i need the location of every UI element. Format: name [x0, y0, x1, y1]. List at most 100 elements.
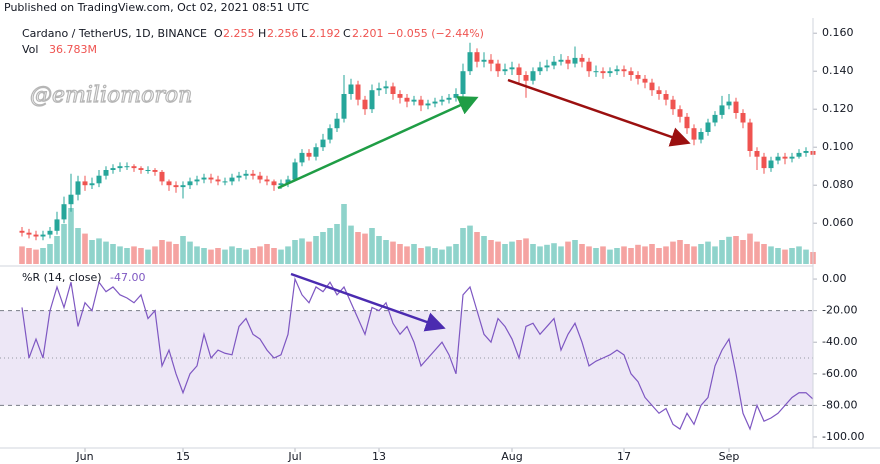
candle-body [89, 183, 95, 186]
volume-bar [418, 248, 424, 264]
candle-body [572, 57, 578, 64]
volume-bar [47, 244, 53, 264]
volume-bar [446, 246, 452, 264]
candle-body [453, 94, 459, 98]
y-tick-label: 0.100 [822, 140, 854, 153]
candle-body [320, 139, 326, 148]
candle-body [187, 181, 193, 186]
candle-body [271, 181, 277, 186]
candle-body [607, 71, 613, 74]
y-tick-label: -20.00 [822, 304, 857, 317]
candle-body [376, 88, 382, 91]
candle-body [257, 175, 263, 180]
candle-body [733, 101, 739, 113]
candle-body [705, 122, 711, 132]
candle-body [145, 170, 151, 171]
candle-body [334, 118, 340, 129]
candle-body [173, 185, 179, 188]
volume-bar [327, 228, 333, 264]
volume-bar [82, 233, 88, 264]
volume-bar [194, 246, 200, 264]
legend-symbol: Cardano / TetherUS, 1D, BINANCE [22, 27, 207, 40]
volume-bar [600, 246, 606, 264]
candle-body [558, 59, 564, 62]
candle-body [138, 168, 144, 170]
volume-bar [222, 249, 228, 264]
trend-arrow [277, 96, 479, 190]
watermark: @emiliomoron [30, 83, 192, 108]
volume-bar [355, 232, 361, 264]
volume-bar [383, 240, 389, 264]
volume-bar [432, 248, 438, 264]
volume-bar [159, 240, 165, 264]
candle-body [656, 90, 662, 94]
trend-arrow [290, 272, 446, 332]
volume-bar [173, 244, 179, 264]
candle-body [117, 166, 123, 169]
volume-bar [467, 225, 473, 264]
candle-body [194, 179, 200, 182]
candle-body [208, 177, 214, 180]
volume-bar [334, 224, 340, 264]
candle-body [775, 156, 781, 161]
volume-bar [586, 246, 592, 264]
candle-body [628, 71, 634, 75]
candle-body [684, 116, 690, 129]
indicator-line [21, 276, 814, 431]
candle-body [432, 101, 438, 104]
volume-bar [495, 241, 501, 264]
volume-bar [460, 228, 466, 264]
candle-body [439, 99, 445, 102]
volume-bar [474, 232, 480, 264]
y-tick-label: 0.120 [822, 102, 854, 115]
volume-bar [572, 240, 578, 264]
candle-body [75, 181, 81, 195]
volume-bar [208, 249, 214, 264]
volume-bar [775, 248, 781, 264]
candle-body [740, 113, 746, 123]
volume-bar [40, 248, 46, 264]
candle-body [362, 99, 368, 110]
candle-body [516, 67, 522, 75]
candle-body [677, 109, 683, 117]
volume-bar [187, 241, 193, 264]
volume-bar [26, 248, 32, 264]
candle-body [369, 90, 375, 110]
volume-bar [523, 238, 529, 264]
volume-bar [733, 236, 739, 264]
volume-bar [663, 246, 669, 264]
candle-body [467, 52, 473, 72]
trend-arrow [507, 78, 691, 147]
volume-bar [341, 204, 347, 264]
candle-body [586, 61, 592, 72]
volume-bar [565, 241, 571, 264]
x-tick-label: Aug [501, 450, 522, 463]
candle-body [103, 170, 109, 176]
y-tick-label: -40.00 [822, 335, 857, 348]
volume-bar [166, 241, 172, 264]
candle-body [47, 230, 53, 235]
x-tick-label: 15 [176, 450, 190, 463]
legend-label: O [214, 27, 223, 40]
legend: Cardano / TetherUS, 1D, BINANCE O 2.255 … [22, 27, 484, 284]
x-tick-label: Jun [75, 450, 93, 463]
candle-body [327, 128, 333, 140]
candle-body [530, 71, 536, 81]
candle-body [747, 122, 753, 151]
candle-body [712, 114, 718, 123]
volume-bar [138, 248, 144, 264]
candle-body [285, 179, 291, 184]
candle-body [551, 61, 557, 66]
volume-bar [320, 232, 326, 264]
volume-bar [292, 240, 298, 264]
volume-bar [488, 240, 494, 264]
volume-bar [551, 243, 557, 264]
legend-value: 2.201 [352, 27, 384, 40]
candle-body [229, 177, 235, 182]
volume-bar [747, 233, 753, 264]
candle-body [166, 181, 172, 186]
volume-bar [96, 238, 102, 264]
candle-body [593, 71, 599, 73]
volume-bar [33, 249, 39, 264]
volume-bar [229, 246, 235, 264]
